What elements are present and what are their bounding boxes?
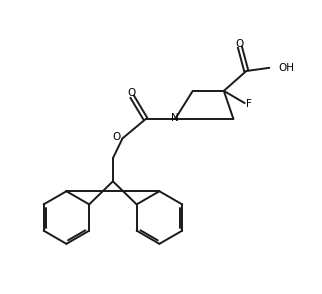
Text: O: O bbox=[113, 132, 121, 142]
Text: O: O bbox=[235, 39, 243, 49]
Text: F: F bbox=[246, 99, 252, 109]
Text: N: N bbox=[171, 113, 179, 123]
Text: OH: OH bbox=[278, 63, 294, 73]
Text: O: O bbox=[128, 88, 136, 98]
